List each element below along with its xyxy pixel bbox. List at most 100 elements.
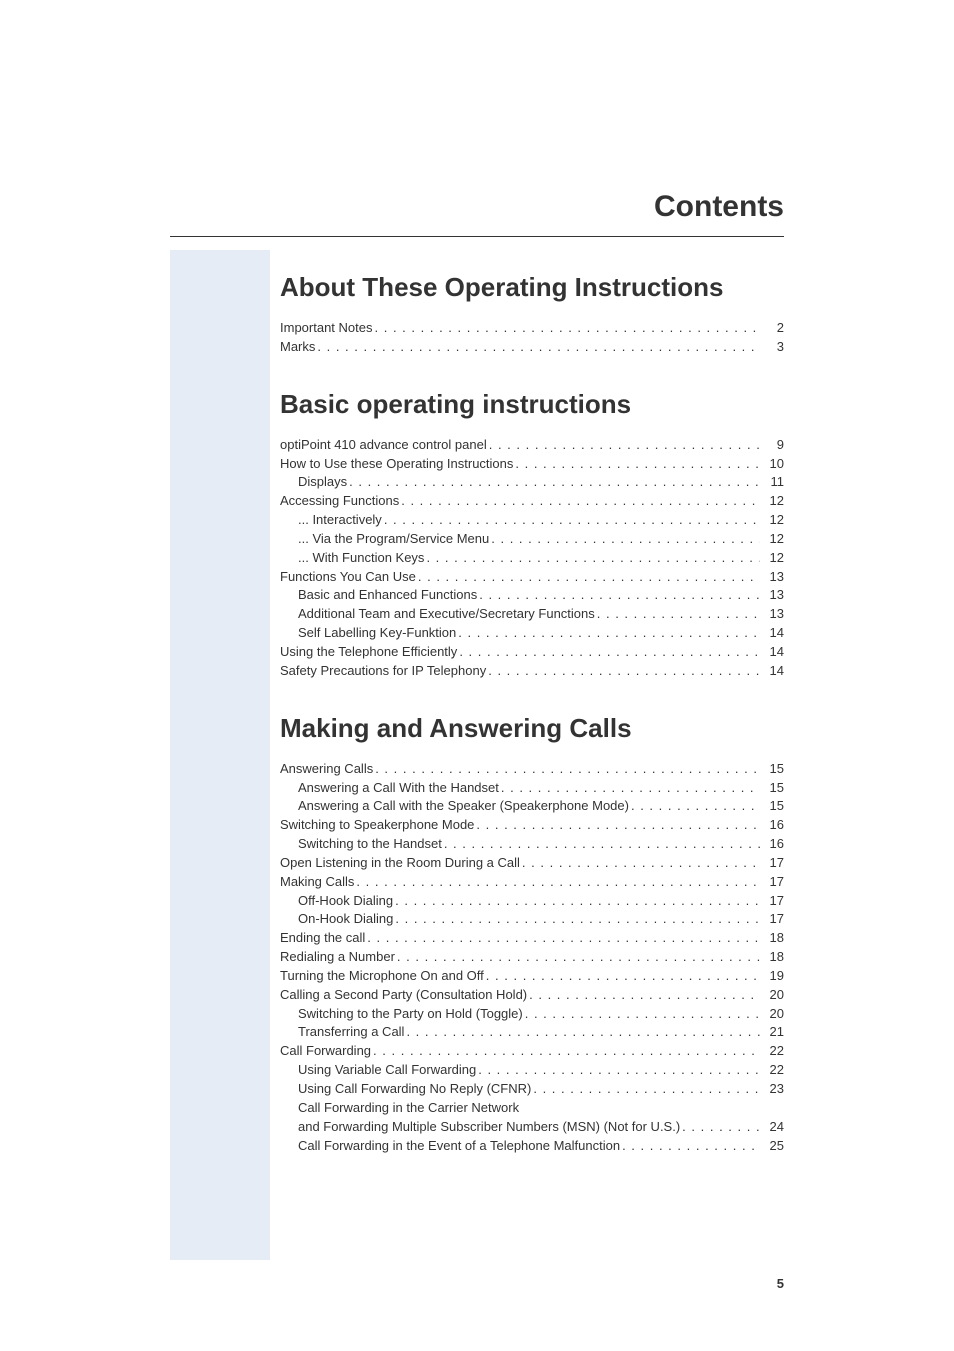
toc-leader-dots	[406, 1023, 760, 1042]
toc-leader-dots	[682, 1118, 760, 1137]
toc-entry-label: On-Hook Dialing	[298, 910, 393, 929]
toc-entry-page: 25	[762, 1137, 784, 1156]
toc-entry: optiPoint 410 advance control panel9	[280, 436, 784, 455]
toc-leader-dots	[491, 530, 760, 549]
toc-entry-label: Call Forwarding in the Carrier Network	[298, 1099, 519, 1118]
toc-entry: ... Interactively 12	[280, 511, 784, 530]
toc-entry-page: 20	[762, 1005, 784, 1024]
toc-entry-page: 10	[762, 455, 784, 474]
toc-entry-label: Marks	[280, 338, 315, 357]
toc-entry-label: Off-Hook Dialing	[298, 892, 393, 911]
toc-leader-dots	[489, 436, 760, 455]
toc-entry: Using Call Forwarding No Reply (CFNR) 23	[280, 1080, 784, 1099]
toc-entry: and Forwarding Multiple Subscriber Numbe…	[280, 1118, 784, 1137]
toc-entry: How to Use these Operating Instructions1…	[280, 455, 784, 474]
toc-entry-page: 22	[762, 1042, 784, 1061]
toc-leader-dots	[375, 319, 761, 338]
toc-leader-dots	[426, 549, 760, 568]
toc-entry: ... With Function Keys12	[280, 549, 784, 568]
toc-entry-label: ... Interactively	[298, 511, 382, 530]
page-title: Contents	[170, 190, 784, 224]
toc-entry-label: Redialing a Number	[280, 948, 395, 967]
toc-leader-dots	[631, 797, 760, 816]
toc-entry: Call Forwarding in the Carrier Network	[280, 1099, 784, 1118]
toc-leader-dots	[459, 643, 760, 662]
toc-entry: Call Forwarding 22	[280, 1042, 784, 1061]
toc-entry-label: Functions You Can Use	[280, 568, 416, 587]
toc-leader-dots	[395, 910, 760, 929]
toc-entry-page: 17	[762, 873, 784, 892]
toc-entry: Functions You Can Use13	[280, 568, 784, 587]
toc-entry-label: Basic and Enhanced Functions	[298, 586, 477, 605]
toc-leader-dots	[317, 338, 760, 357]
toc-leader-dots	[529, 986, 760, 1005]
toc-entry: Switching to the Party on Hold (Toggle) 2…	[280, 1005, 784, 1024]
toc-entry-label: Answering Calls	[280, 760, 373, 779]
toc-entry: Additional Team and Executive/Secretary …	[280, 605, 784, 624]
toc-entry-page: 15	[762, 760, 784, 779]
toc-entry-page: 12	[762, 492, 784, 511]
toc-entry-page: 14	[762, 624, 784, 643]
toc-entry-label: Using Variable Call Forwarding	[298, 1061, 476, 1080]
toc-entry-label: Using the Telephone Efficiently	[280, 643, 457, 662]
toc-leader-dots	[515, 455, 760, 474]
toc-entry: Accessing Functions12	[280, 492, 784, 511]
toc-entry-label: Calling a Second Party (Consultation Hol…	[280, 986, 527, 1005]
toc-leader-dots	[397, 948, 760, 967]
toc-entry-page: 14	[762, 662, 784, 681]
toc-entry-label: Ending the call	[280, 929, 365, 948]
toc-entry-label: Open Listening in the Room During a Call	[280, 854, 520, 873]
toc-entry: Call Forwarding in the Event of a Teleph…	[280, 1137, 784, 1156]
toc-entry-page: 23	[762, 1080, 784, 1099]
toc-entry-page: 16	[762, 835, 784, 854]
toc-entry-label: Self Labelling Key-Funktion	[298, 624, 456, 643]
toc-entry: Answering a Call with the Speaker (Speak…	[280, 797, 784, 816]
toc-entry-label: Making Calls	[280, 873, 354, 892]
toc-entry-page: 18	[762, 929, 784, 948]
toc-leader-dots	[349, 473, 760, 492]
toc-entry-page: 11	[762, 473, 784, 492]
section-title: About These Operating Instructions	[280, 272, 784, 303]
page-header: Contents	[170, 190, 784, 237]
toc-entry: Ending the call 18	[280, 929, 784, 948]
toc-leader-dots	[486, 967, 760, 986]
toc-entry-label: Call Forwarding	[280, 1042, 371, 1061]
toc-entry: Off-Hook Dialing17	[280, 892, 784, 911]
toc-entry-page: 15	[762, 797, 784, 816]
toc-entry-label: Transferring a Call	[298, 1023, 404, 1042]
toc-entry-label: Switching to the Party on Hold (Toggle)	[298, 1005, 523, 1024]
toc-entry-label: Answering a Call with the Speaker (Speak…	[298, 797, 629, 816]
toc-entry-label: Answering a Call With the Handset	[298, 779, 499, 798]
toc-entry-page: 13	[762, 586, 784, 605]
toc-entry-label: Additional Team and Executive/Secretary …	[298, 605, 595, 624]
toc-leader-dots	[488, 662, 760, 681]
toc-entry: Switching to Speakerphone Mode 16	[280, 816, 784, 835]
toc-entry-page: 3	[762, 338, 784, 357]
toc-leader-dots	[395, 892, 760, 911]
toc-entry-label: Displays	[298, 473, 347, 492]
toc-leader-dots	[479, 586, 760, 605]
toc-leader-dots	[622, 1137, 760, 1156]
section-title: Making and Answering Calls	[280, 713, 784, 744]
toc-entry-label: and Forwarding Multiple Subscriber Numbe…	[298, 1118, 680, 1137]
toc-entry-page: 19	[762, 967, 784, 986]
toc-entry: Displays 11	[280, 473, 784, 492]
toc-leader-dots	[401, 492, 760, 511]
toc-entry: Switching to the Handset16	[280, 835, 784, 854]
toc-entry-page: 12	[762, 511, 784, 530]
toc-entry: Making Calls 17	[280, 873, 784, 892]
toc-entry-label: Switching to Speakerphone Mode	[280, 816, 474, 835]
toc-entry-page: 18	[762, 948, 784, 967]
toc-leader-dots	[418, 568, 760, 587]
toc-entry-page: 2	[762, 319, 784, 338]
toc-entry-label: Using Call Forwarding No Reply (CFNR)	[298, 1080, 531, 1099]
toc-entry-page: 16	[762, 816, 784, 835]
page: Contents About These Operating Instructi…	[0, 0, 954, 1351]
toc-entry-page: 24	[762, 1118, 784, 1137]
toc-leader-dots	[533, 1080, 760, 1099]
toc-leader-dots	[525, 1005, 760, 1024]
toc-entry: Open Listening in the Room During a Call…	[280, 854, 784, 873]
toc-leader-dots	[375, 760, 760, 779]
toc-entry: Using Variable Call Forwarding22	[280, 1061, 784, 1080]
toc-leader-dots	[458, 624, 760, 643]
